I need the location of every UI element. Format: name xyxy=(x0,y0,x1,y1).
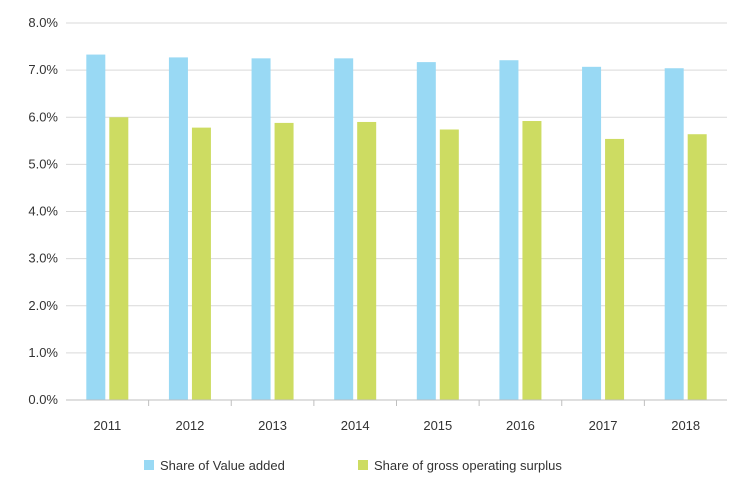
y-tick-label: 6.0% xyxy=(28,109,58,124)
bar-gross-operating-surplus xyxy=(274,122,294,400)
x-tick-label: 2011 xyxy=(93,418,121,433)
legend-swatch xyxy=(358,460,368,470)
bar-gross-operating-surplus xyxy=(439,129,459,400)
bar-value-added xyxy=(582,66,602,401)
x-tick-label: 2014 xyxy=(341,418,370,433)
x-tick-label: 2016 xyxy=(506,418,535,433)
bar-gross-operating-surplus xyxy=(522,121,542,401)
y-tick-label: 0.0% xyxy=(28,392,58,407)
y-tick-label: 3.0% xyxy=(28,251,58,266)
bar-value-added xyxy=(416,62,436,401)
bar-gross-operating-surplus xyxy=(109,117,129,400)
legend-swatch xyxy=(144,460,154,470)
x-tick-label: 2018 xyxy=(671,418,700,433)
x-tick-label: 2015 xyxy=(423,418,452,433)
x-tick-label: 2017 xyxy=(589,418,618,433)
bar-value-added xyxy=(499,60,519,400)
x-tick-label: 2013 xyxy=(258,418,287,433)
y-tick-label: 1.0% xyxy=(28,345,58,360)
bar-value-added xyxy=(334,58,354,400)
y-axis: 0.0% 1.0% 2.0% 3.0% 4.0% 5.0% 6.0% 7.0% 8.0% xyxy=(28,15,58,407)
x-axis: 2011 2012 2013 2014 2015 2016 2017 2018 xyxy=(66,399,727,433)
y-tick-label: 4.0% xyxy=(28,204,58,219)
y-tick-label: 8.0% xyxy=(28,15,58,30)
gridlines xyxy=(66,22,727,354)
legend-label: Share of Value added xyxy=(160,458,285,473)
bar-value-added xyxy=(664,68,684,401)
x-tick-label: 2012 xyxy=(175,418,204,433)
y-tick-label: 5.0% xyxy=(28,156,58,171)
bar-value-added xyxy=(86,54,106,400)
bar-gross-operating-surplus xyxy=(687,134,707,400)
legend: Share of Value added Share of gross opera… xyxy=(144,458,562,473)
bar-gross-operating-surplus xyxy=(191,127,211,401)
y-tick-label: 2.0% xyxy=(28,298,58,313)
legend-label: Share of gross operating surplus xyxy=(374,458,562,473)
bar-value-added xyxy=(168,57,188,401)
bar-value-added xyxy=(251,58,271,400)
bar-gross-operating-surplus xyxy=(357,121,377,401)
bars xyxy=(86,54,707,401)
y-tick-label: 7.0% xyxy=(28,62,58,77)
bar-gross-operating-surplus xyxy=(605,138,625,401)
